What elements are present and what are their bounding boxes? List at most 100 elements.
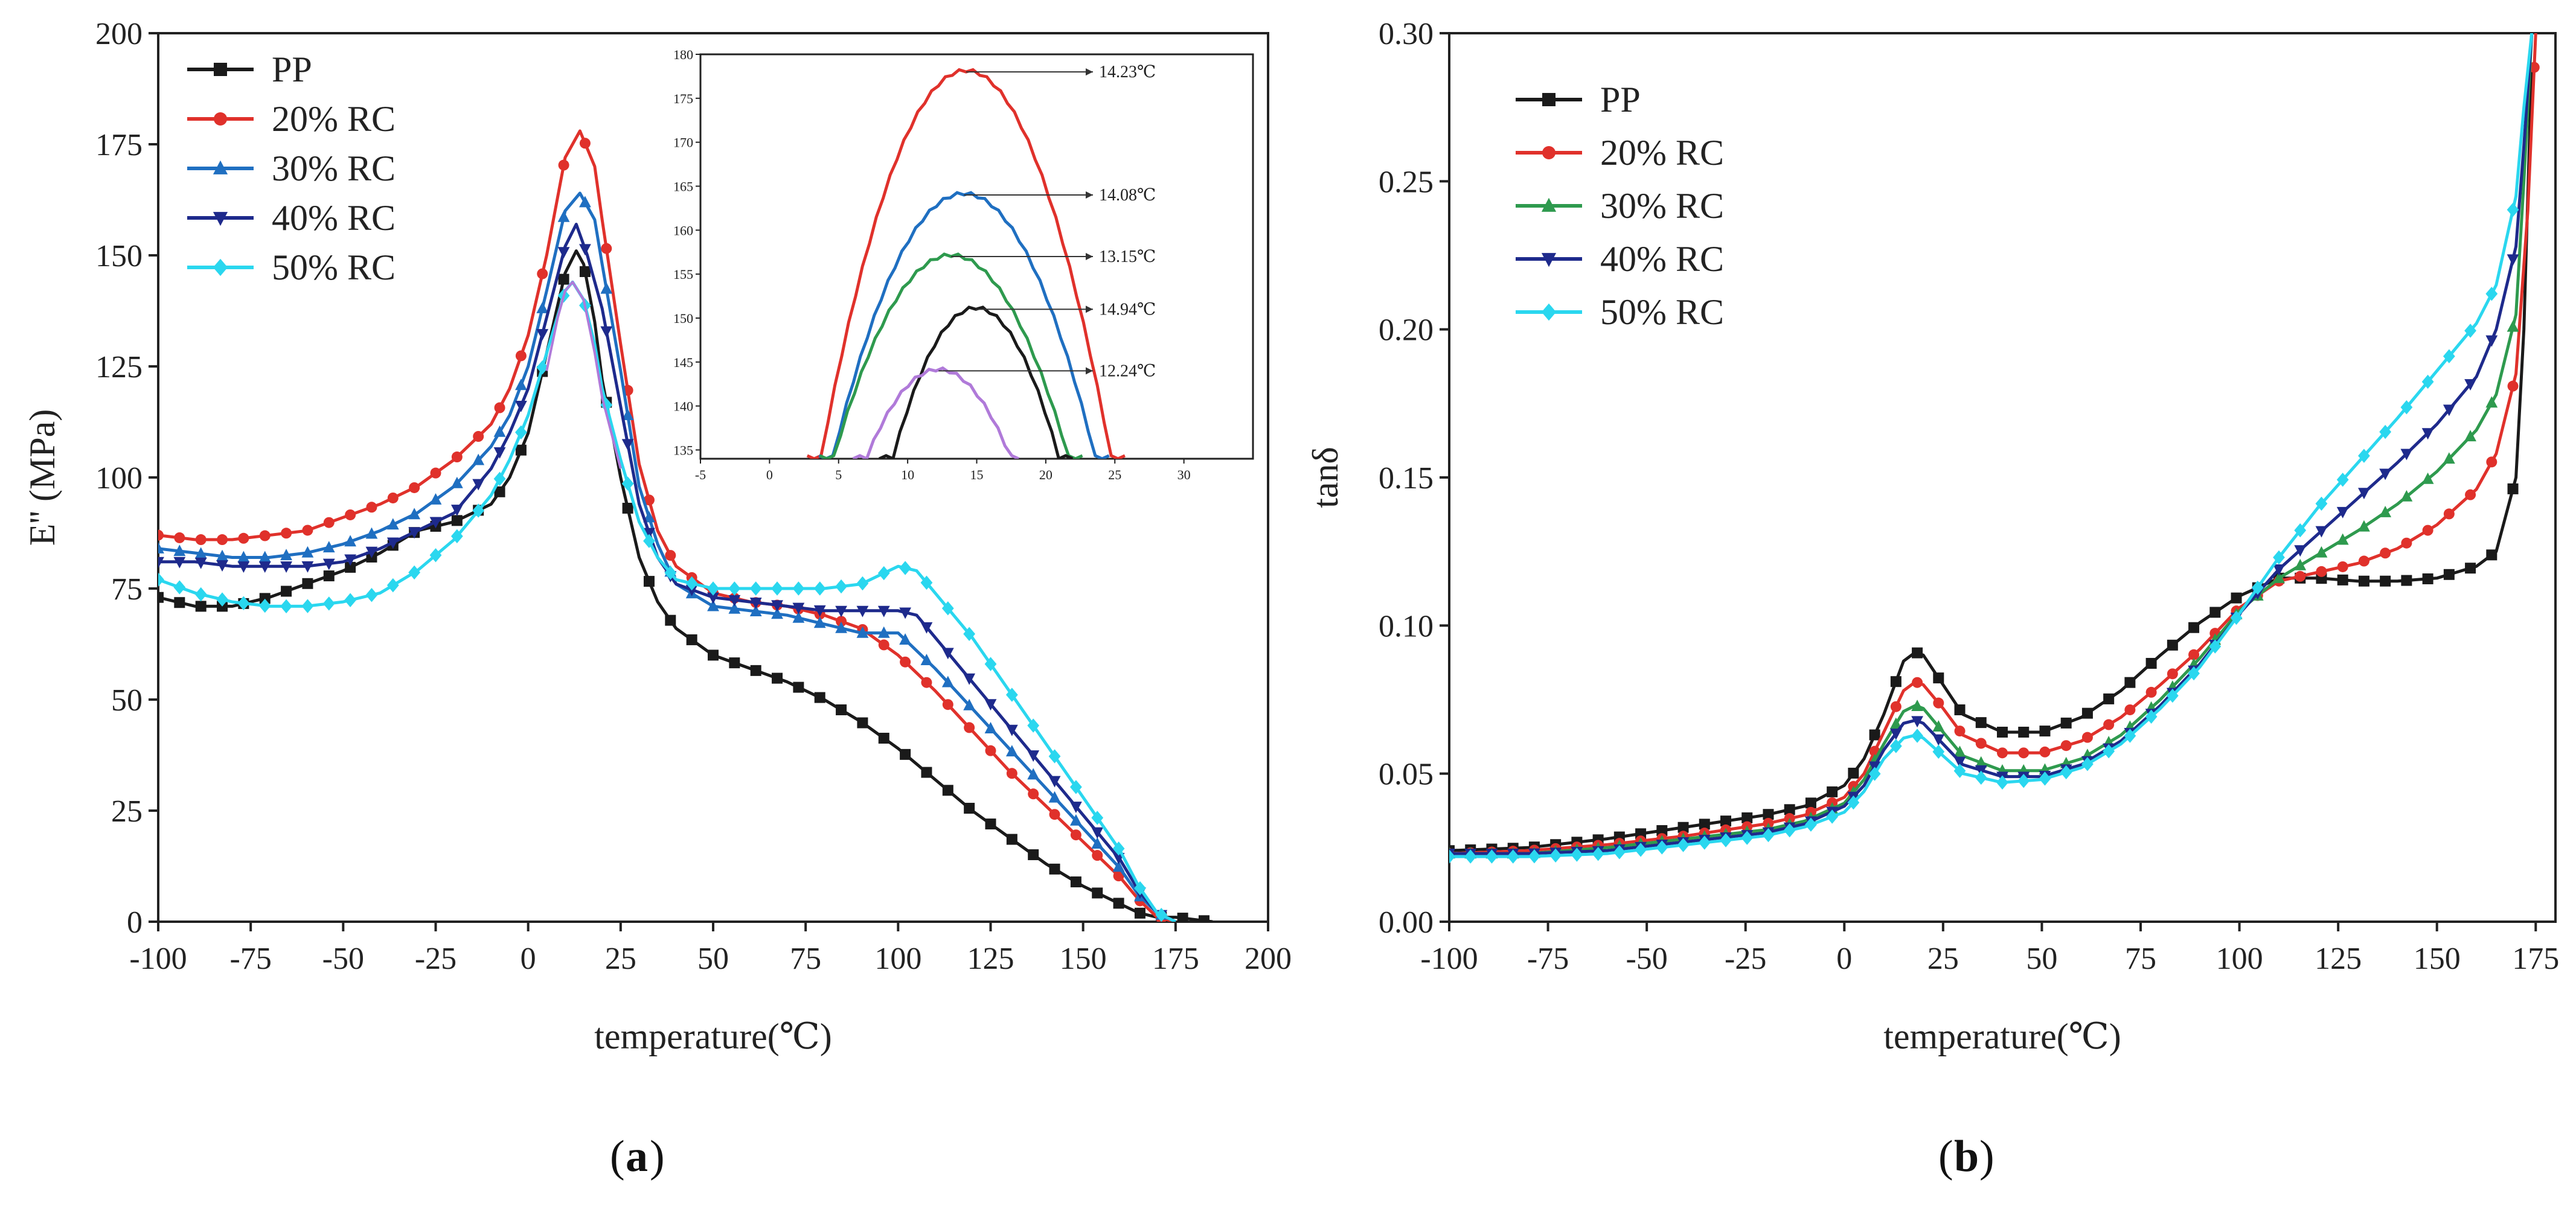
data-point: [2231, 592, 2242, 604]
data-point: [963, 673, 976, 685]
data-point: [174, 597, 185, 608]
data-point: [2358, 520, 2370, 532]
data-point: [280, 549, 292, 561]
data-point: [920, 575, 933, 590]
data-point: [942, 785, 953, 796]
inset-x-tick-label: 30: [1177, 467, 1191, 482]
data-point: [1449, 849, 1455, 864]
y-tick-label: 50: [111, 683, 143, 718]
y-tick-label: 0.20: [1379, 313, 1434, 348]
data-point: [1932, 720, 1945, 732]
data-point: [158, 592, 164, 603]
data-point: [2167, 639, 2178, 651]
data-point: [450, 529, 463, 544]
y-tick-label: 75: [111, 572, 143, 607]
data-point: [2039, 726, 2051, 737]
data-point: [1635, 843, 1647, 857]
data-point: [621, 476, 634, 491]
data-point: [964, 803, 975, 814]
data-point: [2507, 380, 2519, 392]
data-point: [237, 550, 250, 563]
y-tick-label: 125: [95, 350, 143, 384]
data-point: [1741, 812, 1753, 823]
inset-y-tick-label: 180: [673, 47, 693, 62]
series-30-rc: [158, 191, 1176, 922]
data-point: [729, 657, 740, 669]
x-tick-label: 75: [2125, 942, 2156, 976]
data-point: [493, 425, 506, 437]
annotation-label: 14.94℃: [1099, 300, 1156, 319]
data-point: [1528, 849, 1540, 864]
data-point: [1028, 788, 1039, 800]
data-point: [1048, 776, 1061, 788]
data-point: [2422, 573, 2433, 584]
data-point: [792, 581, 805, 596]
y-tick-label: 0.30: [1379, 17, 1434, 51]
data-point: [536, 329, 549, 341]
data-point: [2358, 555, 2369, 567]
data-point: [2081, 732, 2093, 743]
data-point: [1048, 791, 1061, 803]
data-point: [1997, 726, 2008, 738]
data-point: [1699, 818, 1710, 830]
data-point: [622, 502, 633, 514]
data-point: [835, 579, 847, 594]
data-point: [408, 508, 421, 520]
data-point: [1784, 804, 1795, 815]
annotation-label: 12.24℃: [1099, 362, 1156, 380]
data-point: [2465, 563, 2476, 574]
data-point: [430, 467, 441, 479]
data-point: [386, 518, 399, 530]
inset-y-tick-label: 160: [673, 223, 693, 238]
data-point: [1005, 745, 1018, 757]
data-point: [1005, 724, 1018, 736]
data-point: [920, 654, 933, 665]
data-point: [771, 581, 783, 596]
legend-marker: [214, 63, 227, 76]
data-point: [2188, 622, 2200, 633]
data-point: [1091, 811, 1104, 825]
inset-y-tick-label: 135: [673, 442, 693, 458]
data-point: [258, 561, 271, 573]
data-point: [643, 494, 655, 506]
svg-text:): ): [650, 1132, 665, 1181]
panel-b: -100 -75 -50 -25 0 25 50 75 100 125 150 175 0.00 0.05…: [1306, 17, 2559, 1056]
data-point: [238, 532, 249, 544]
data-point: [322, 596, 335, 611]
data-point: [1113, 898, 1124, 909]
data-point: [429, 493, 442, 505]
data-point: [216, 592, 228, 607]
inset-y-tick-label: 150: [673, 311, 693, 326]
inset-annotation: 14.94℃: [976, 300, 1156, 319]
annotation-label: 13.15℃: [1099, 247, 1156, 266]
data-point: [1912, 677, 1923, 688]
legend-label: 40% RC: [1600, 239, 1724, 279]
data-point: [2443, 569, 2455, 580]
data-point: [2358, 488, 2370, 500]
data-point: [280, 561, 292, 573]
data-point: [1134, 907, 1145, 919]
data-point: [2443, 452, 2455, 464]
data-point: [900, 748, 911, 760]
data-point: [1847, 795, 1860, 810]
data-point: [365, 588, 378, 602]
data-point: [2060, 740, 2072, 751]
data-point: [1848, 767, 1859, 779]
data-point: [366, 502, 377, 513]
inset-curve-line: [852, 366, 1020, 459]
data-point: [2315, 526, 2328, 538]
data-point: [387, 492, 399, 503]
data-point: [450, 505, 463, 517]
data-point: [2485, 287, 2498, 301]
data-point: [985, 818, 996, 830]
data-point: [173, 580, 186, 595]
y-axis-label: tanδ: [1306, 447, 1345, 508]
data-point: [2103, 744, 2115, 759]
data-point: [792, 611, 805, 623]
data-point: [942, 699, 953, 710]
data-point: [2124, 677, 2136, 688]
x-tick-label: 175: [1152, 942, 1199, 976]
data-point: [2379, 424, 2392, 439]
x-tick-label: -25: [415, 942, 457, 976]
